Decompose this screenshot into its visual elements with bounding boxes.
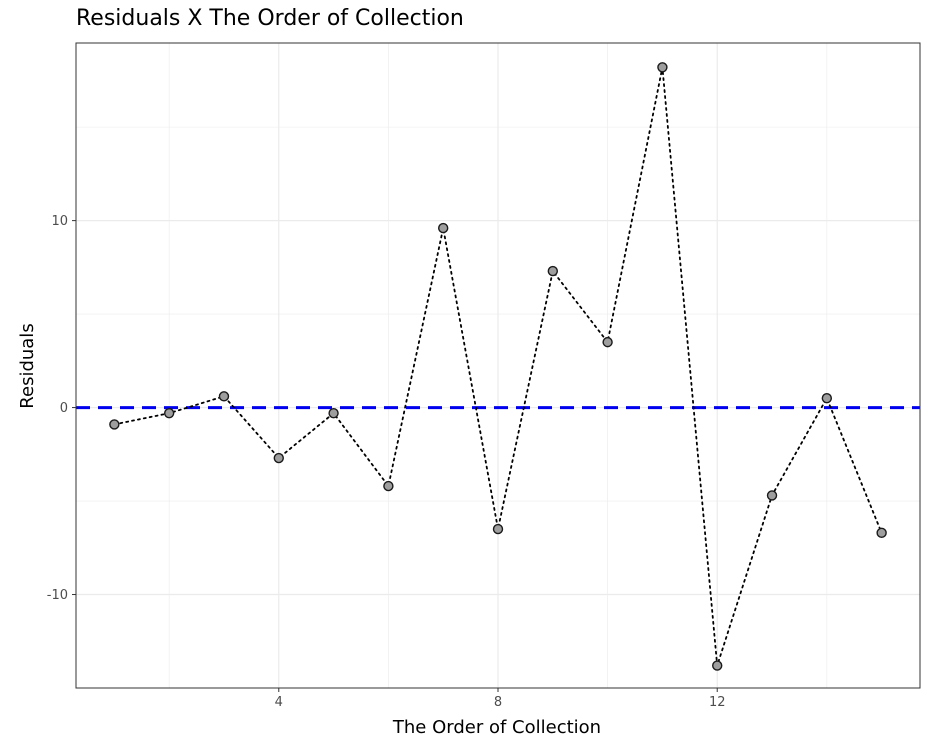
data-point xyxy=(657,62,668,73)
data-point xyxy=(109,419,120,430)
y-axis-title: Residuals xyxy=(17,323,38,408)
data-point xyxy=(602,336,613,348)
axis-ticks: 4 8 12 -10 0 10 xyxy=(47,214,726,710)
y-tick-label: 0 xyxy=(60,401,68,416)
grid-lines xyxy=(76,43,920,689)
data-point xyxy=(273,452,284,464)
x-tick-label: 4 xyxy=(275,695,283,710)
x-tick-label: 12 xyxy=(709,695,726,710)
data-point xyxy=(218,391,230,402)
y-tick-label: 10 xyxy=(51,214,68,229)
data-point xyxy=(383,480,394,492)
data-point xyxy=(547,265,559,277)
x-axis-title: The Order of Collection xyxy=(392,717,601,738)
data-point xyxy=(492,523,504,535)
data-point xyxy=(821,393,833,404)
data-point xyxy=(328,407,339,419)
y-tick-label: -10 xyxy=(47,588,68,603)
x-tick-label: 8 xyxy=(494,695,502,710)
data-point xyxy=(437,222,449,234)
series-line xyxy=(113,67,883,666)
data-point xyxy=(163,407,175,419)
series-group xyxy=(109,62,887,671)
data-point xyxy=(712,660,723,671)
data-point xyxy=(876,527,887,539)
data-point xyxy=(766,490,778,501)
chart-title: Residuals X The Order of Collection xyxy=(76,6,464,31)
